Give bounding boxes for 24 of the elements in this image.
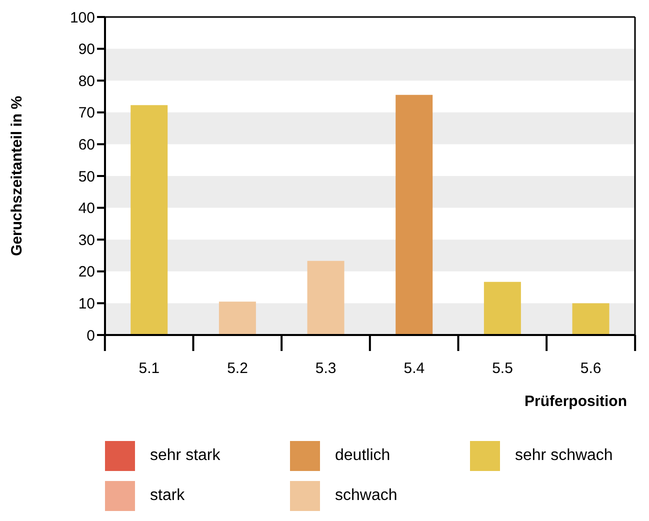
y-axis-title: Geruchszeitanteil in %	[8, 96, 26, 256]
y-tick-label: 80	[78, 72, 95, 90]
x-tick-label: 5.2	[227, 360, 248, 377]
y-tick-label: 90	[78, 41, 95, 58]
legend-label: sehr stark	[150, 447, 220, 465]
legend-label: stark	[150, 487, 185, 505]
x-tick-label: 5.5	[492, 360, 513, 377]
y-tick-label: 60	[78, 136, 95, 154]
y-tick-label: 100	[70, 9, 95, 26]
y-tick-label: 70	[78, 104, 95, 122]
y-tick-label: 10	[78, 296, 95, 313]
y-tick-label: 30	[78, 232, 95, 249]
x-axis-title: Prüferposition	[524, 393, 627, 410]
x-tick-label: 5.3	[315, 360, 336, 377]
x-tick-label: 5.6	[580, 360, 602, 377]
x-tick-label: 5.1	[138, 360, 160, 377]
y-tick-label: 40	[78, 200, 95, 218]
legend-label: schwach	[335, 487, 398, 505]
y-tick-label: 50	[78, 168, 95, 186]
y-tick-label: 0	[86, 327, 95, 344]
legend-label: deutlich	[335, 447, 390, 465]
y-tick-label: 20	[78, 264, 95, 281]
legend-label: sehr schwach	[515, 447, 613, 465]
x-tick-label: 5.4	[404, 360, 425, 377]
